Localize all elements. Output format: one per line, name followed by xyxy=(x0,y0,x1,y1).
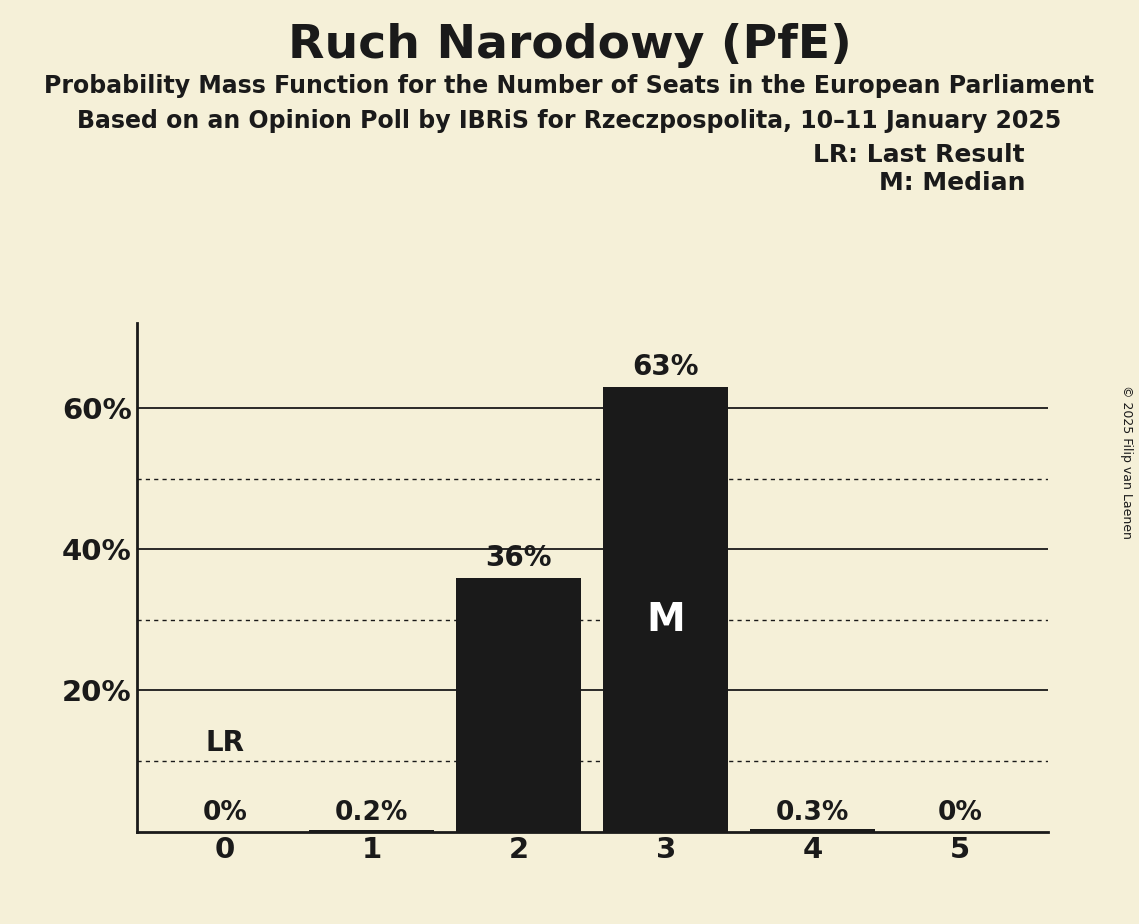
Text: Probability Mass Function for the Number of Seats in the European Parliament: Probability Mass Function for the Number… xyxy=(44,74,1095,98)
Text: 36%: 36% xyxy=(485,544,552,572)
Text: LR: LR xyxy=(205,729,245,758)
Text: Based on an Opinion Poll by IBRiS for Rzeczpospolita, 10–11 January 2025: Based on an Opinion Poll by IBRiS for Rz… xyxy=(77,109,1062,133)
Text: © 2025 Filip van Laenen: © 2025 Filip van Laenen xyxy=(1121,385,1133,539)
Text: Ruch Narodowy (PfE): Ruch Narodowy (PfE) xyxy=(288,23,851,68)
Text: M: Median: M: Median xyxy=(878,171,1025,195)
Text: M: M xyxy=(647,601,686,638)
Bar xyxy=(604,387,728,832)
Bar xyxy=(310,830,434,832)
Text: 0.2%: 0.2% xyxy=(335,800,409,826)
Bar xyxy=(751,830,875,832)
Text: 0%: 0% xyxy=(937,800,982,826)
Text: 0%: 0% xyxy=(203,800,247,826)
Text: LR: Last Result: LR: Last Result xyxy=(813,143,1025,167)
Text: 0.3%: 0.3% xyxy=(776,800,850,826)
Text: 63%: 63% xyxy=(632,353,699,382)
Bar xyxy=(457,578,581,832)
